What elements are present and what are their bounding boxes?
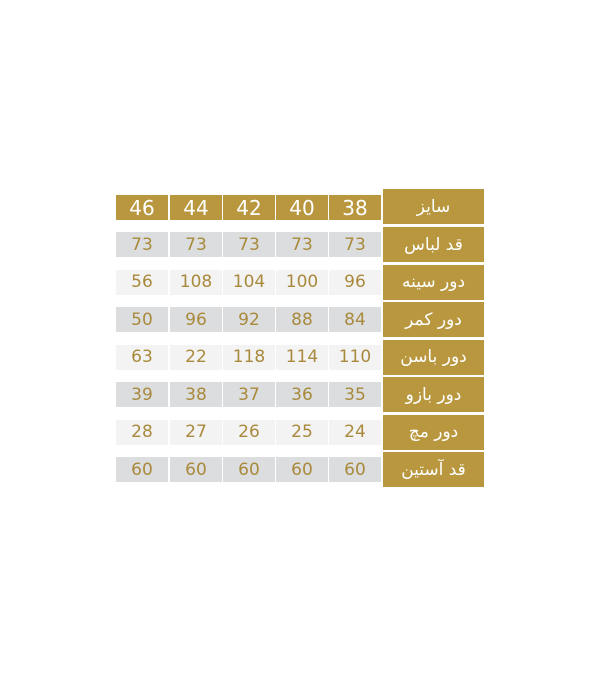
row-label: دور باسن — [383, 339, 484, 375]
value-cell: 25 — [276, 419, 328, 445]
value-cell: 92 — [223, 307, 275, 332]
value-cell: 60 — [223, 457, 275, 482]
value-cell: 39 — [116, 382, 168, 407]
header-row: سایز 38 40 42 44 46 — [116, 189, 484, 224]
value-cell: 96 — [329, 269, 381, 295]
value-cell: 37 — [223, 382, 275, 407]
value-cell: 73 — [276, 232, 328, 257]
value-cell: 22 — [170, 344, 222, 370]
value-cell: 110 — [329, 344, 381, 370]
value-cell: 63 — [116, 344, 168, 370]
value-cell: 50 — [116, 307, 168, 332]
value-cell: 60 — [276, 457, 328, 482]
size-header-cell: 42 — [223, 195, 275, 220]
row-label: قد آستین — [383, 452, 484, 487]
row-label: دور سینه — [383, 264, 484, 300]
value-cell: 73 — [329, 232, 381, 257]
value-cell: 84 — [329, 307, 381, 332]
value-cell: 28 — [116, 419, 168, 445]
table-row: دور کمر 84 88 92 96 50 — [116, 302, 484, 337]
size-header-cell: 44 — [170, 195, 222, 220]
value-cell: 35 — [329, 382, 381, 407]
value-cell: 108 — [170, 269, 222, 295]
value-cell: 60 — [329, 457, 381, 482]
table-row: قد آستین 60 60 60 60 60 — [116, 452, 484, 487]
value-cell: 56 — [116, 269, 168, 295]
value-cell: 26 — [223, 419, 275, 445]
table-row: قد لباس 73 73 73 73 73 — [116, 227, 484, 262]
row-label: سایز — [383, 189, 484, 224]
table-row: دور مچ 24 25 26 27 28 — [116, 414, 484, 450]
value-cell: 114 — [276, 344, 328, 370]
value-cell: 88 — [276, 307, 328, 332]
value-cell: 24 — [329, 419, 381, 445]
value-cell: 73 — [116, 232, 168, 257]
size-header-cell: 46 — [116, 195, 168, 220]
value-cell: 73 — [170, 232, 222, 257]
table-row: دور باسن 110 114 118 22 63 — [116, 339, 484, 375]
size-header-cell: 40 — [276, 195, 328, 220]
row-label: دور بازو — [383, 377, 484, 412]
value-cell: 60 — [170, 457, 222, 482]
value-cell: 38 — [170, 382, 222, 407]
size-header-cell: 38 — [329, 195, 381, 220]
value-cell: 36 — [276, 382, 328, 407]
value-cell: 100 — [276, 269, 328, 295]
value-cell: 60 — [116, 457, 168, 482]
row-label: قد لباس — [383, 227, 484, 262]
value-cell: 27 — [170, 419, 222, 445]
table-row: دور سینه 96 100 104 108 56 — [116, 264, 484, 300]
value-cell: 104 — [223, 269, 275, 295]
value-cell: 73 — [223, 232, 275, 257]
value-cell: 96 — [170, 307, 222, 332]
table-row: دور بازو 35 36 37 38 39 — [116, 377, 484, 412]
row-label: دور کمر — [383, 302, 484, 337]
value-cell: 118 — [223, 344, 275, 370]
row-label: دور مچ — [383, 414, 484, 450]
